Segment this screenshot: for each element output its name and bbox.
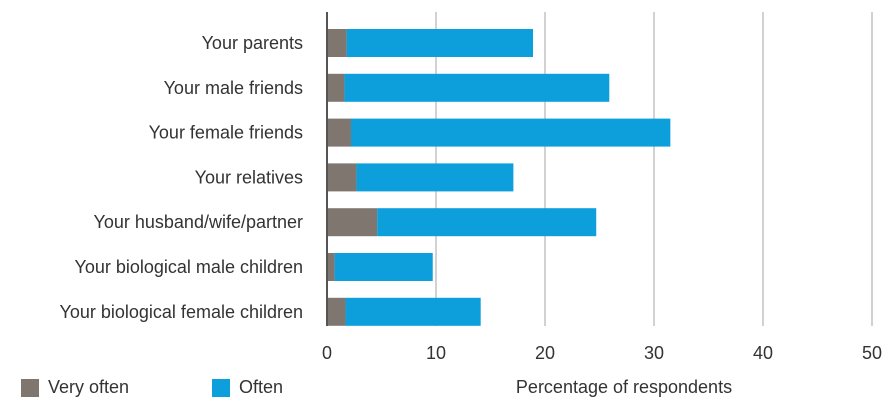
x-tick-label: 50 xyxy=(862,343,882,363)
x-tick-label: 0 xyxy=(322,343,332,363)
x-tick-label: 10 xyxy=(426,343,446,363)
category-label: Your husband/wife/partner xyxy=(94,212,303,232)
gridlines xyxy=(435,12,873,326)
legend-swatch-very-often xyxy=(21,379,39,397)
category-label: Your female friends xyxy=(149,123,303,143)
bar-very-often xyxy=(327,253,335,281)
bar-often xyxy=(377,208,597,237)
x-tick-label: 20 xyxy=(535,343,555,363)
bar-very-often xyxy=(327,29,347,57)
legend-swatch-often xyxy=(212,379,230,397)
bar-very-often xyxy=(327,297,346,326)
bar-often xyxy=(346,29,534,57)
bar-often xyxy=(344,73,610,102)
x-tick-label: 40 xyxy=(753,343,773,363)
bar-often xyxy=(356,163,514,192)
bar-very-often xyxy=(327,73,345,102)
legend-label-very-often: Very often xyxy=(48,377,129,397)
bar-often xyxy=(345,297,481,326)
bar-very-often xyxy=(327,118,351,147)
category-label: Your male friends xyxy=(164,78,303,98)
bar-often xyxy=(350,118,671,147)
x-tick-label: 30 xyxy=(644,343,664,363)
bar-very-often xyxy=(327,163,357,192)
category-label: Your biological female children xyxy=(60,302,303,322)
bar-very-often xyxy=(327,208,378,237)
category-label: Your biological male children xyxy=(75,257,303,277)
x-axis-title: Percentage of respondents xyxy=(516,377,732,397)
category-labels: Your parents Your male friends Your female… xyxy=(60,33,303,322)
x-tick-labels: 0 10 20 30 40 50 xyxy=(322,343,882,363)
category-label: Your relatives xyxy=(195,167,303,187)
bar-often xyxy=(334,253,433,281)
bars xyxy=(327,29,671,326)
legend-label-often: Often xyxy=(239,377,283,397)
legend: Very often Often xyxy=(21,377,283,397)
category-label: Your parents xyxy=(202,33,303,53)
